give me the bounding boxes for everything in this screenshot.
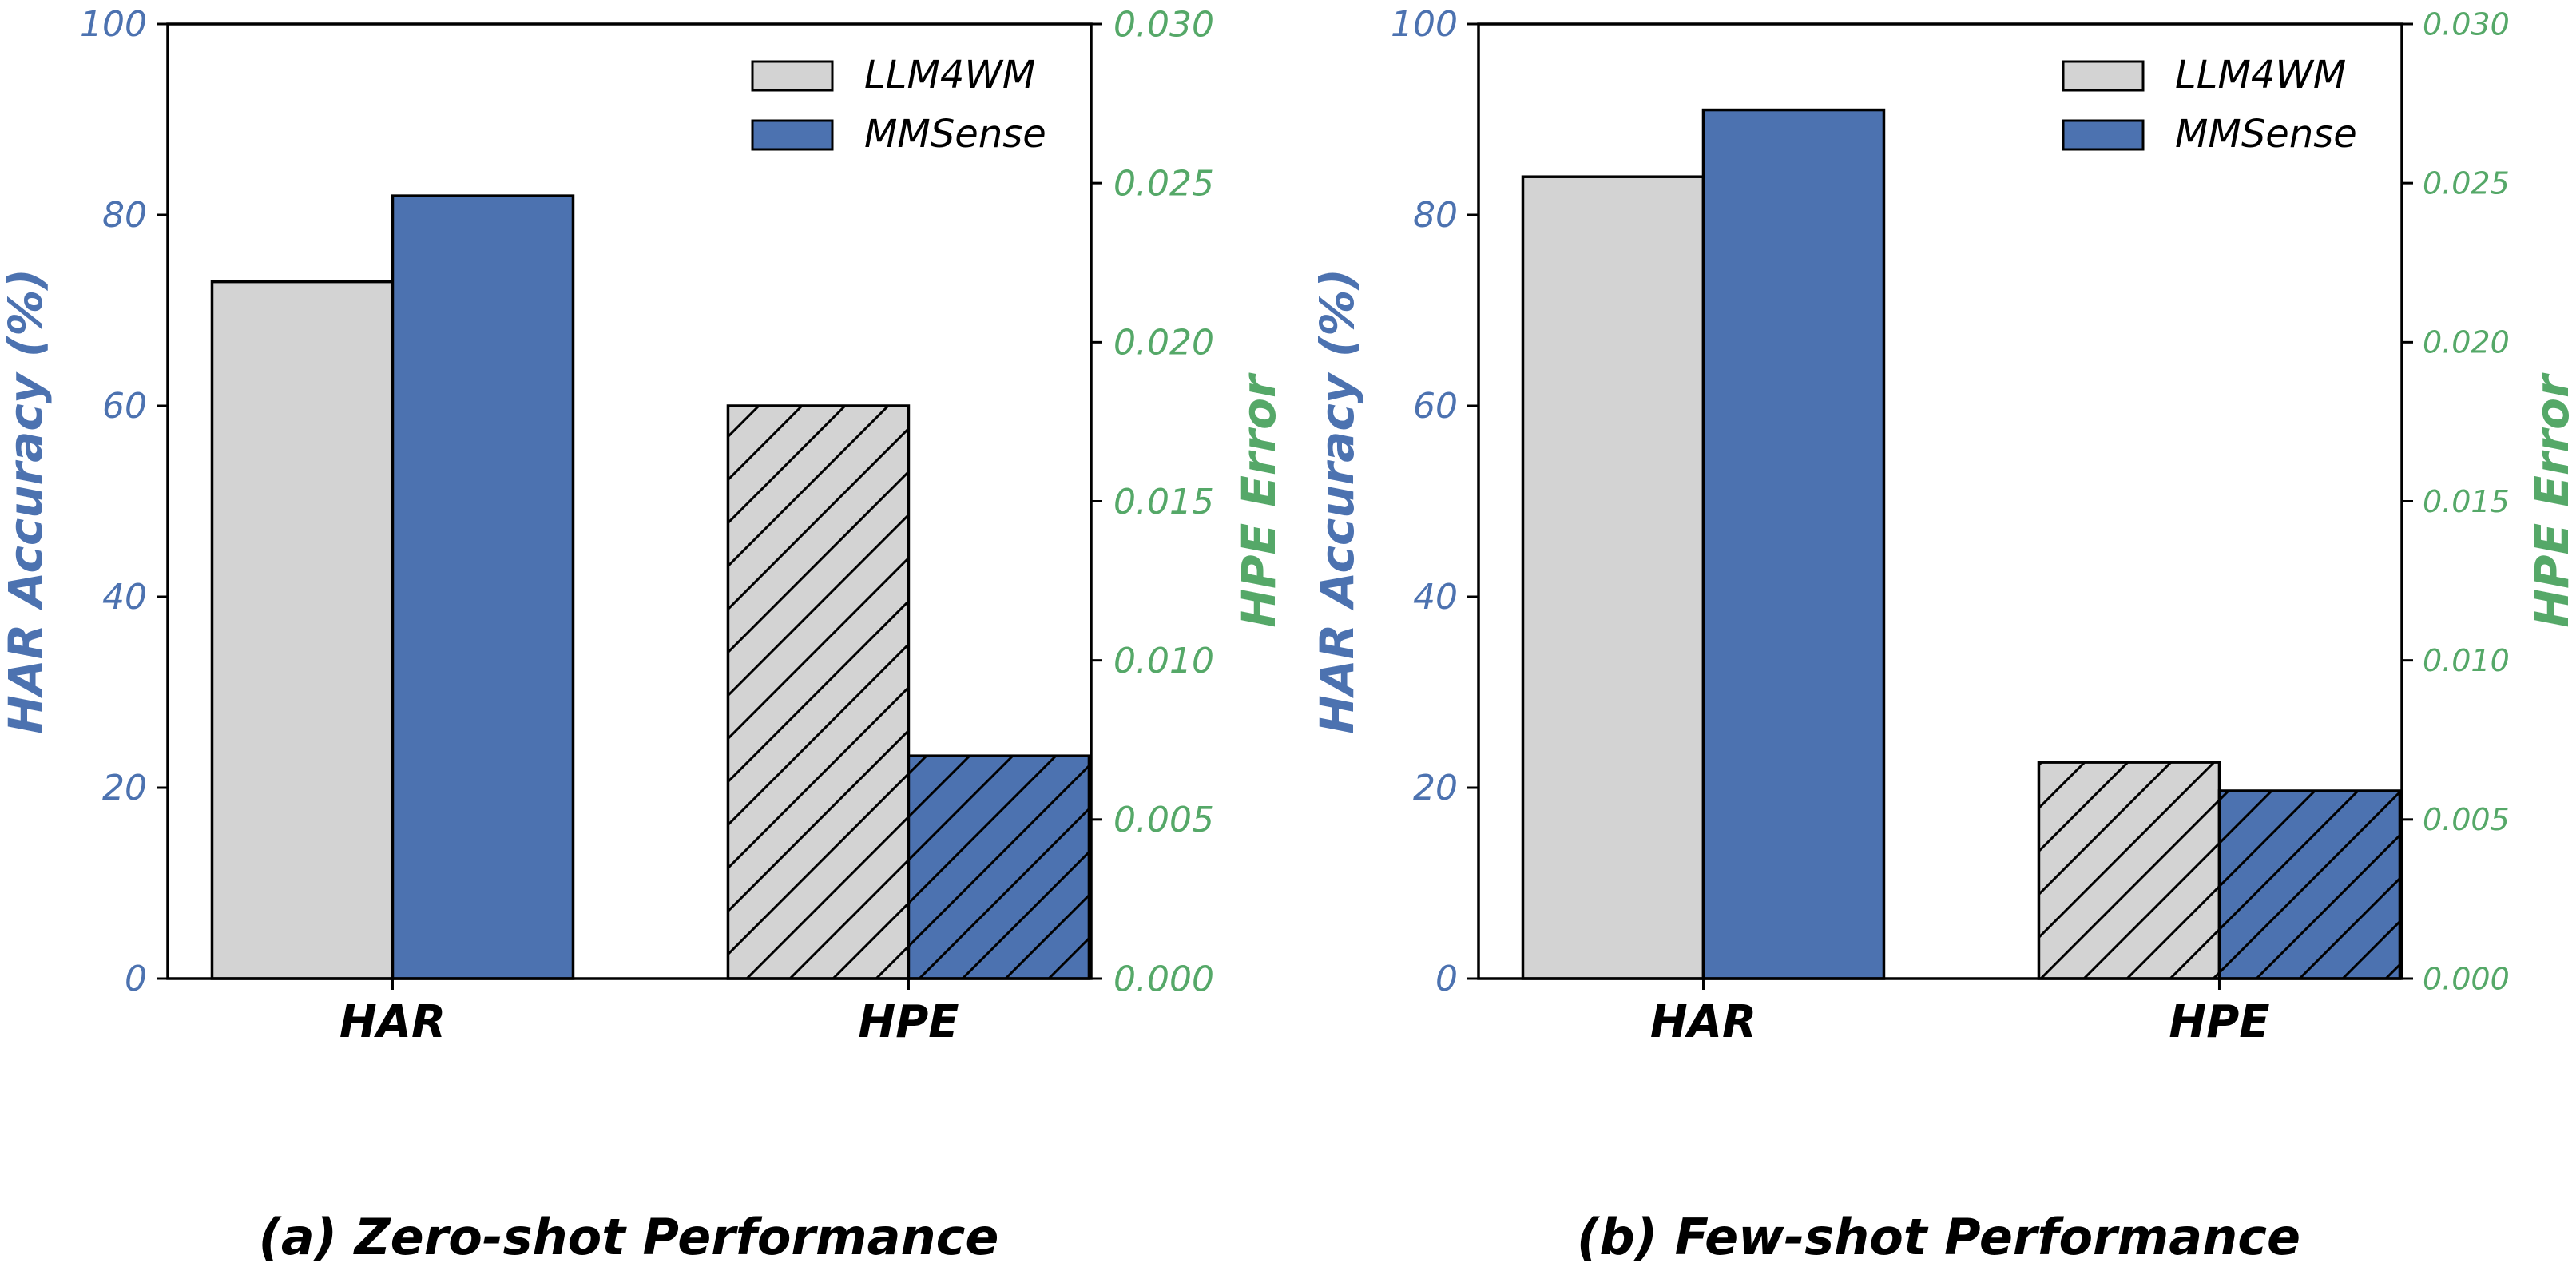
bar-har-llm4wm	[1521, 175, 1705, 980]
right-tick-label: 0.010	[1113, 641, 1214, 681]
left-tick-label: 40	[102, 577, 147, 618]
right-tick-label: 0.000	[1113, 959, 1214, 999]
left-tick-label: 60	[1413, 386, 1458, 427]
right-tick-label: 0.030	[1113, 4, 1214, 45]
x-tick-label-hpe: HPE	[2169, 996, 2269, 1048]
right-axis-title: HPE Error	[1232, 372, 1286, 628]
bar-har-llm4wm	[210, 280, 395, 980]
right-tick-label: 0.000	[2423, 961, 2510, 996]
left-tick-label: 80	[1413, 195, 1458, 236]
bar-hpe-mmsense	[2217, 789, 2402, 980]
bar-har-mmsense	[1701, 108, 1886, 980]
right-tick-label: 0.025	[1113, 164, 1214, 205]
left-axis-title: HAR Accuracy (%)	[1310, 268, 1364, 734]
bar-har-mmsense	[391, 194, 575, 980]
right-tick-label: 0.025	[2423, 165, 2510, 201]
right-tick-label: 0.020	[1113, 323, 1214, 363]
legend-swatch-llm4wm	[751, 60, 834, 92]
bar-hpe-mmsense	[907, 754, 1091, 980]
legend-swatch-mmsense	[2062, 119, 2145, 151]
left-tick-label: 0	[1435, 959, 1458, 999]
panel-caption: (a) Zero-shot Performance	[259, 1208, 999, 1266]
x-tick-label-har: HAR	[1650, 996, 1756, 1048]
legend-swatch-llm4wm	[2062, 60, 2145, 92]
left-tick-label: 20	[102, 768, 147, 808]
x-tick-label-hpe: HPE	[858, 996, 959, 1048]
left-tick-label: 0	[125, 959, 147, 999]
right-tick-label: 0.015	[1113, 482, 1214, 522]
panel-caption: (b) Few-shot Performance	[1577, 1208, 2300, 1266]
left-tick-label: 100	[80, 4, 147, 45]
right-tick-label: 0.015	[2423, 484, 2510, 519]
x-tick-label-har: HAR	[339, 996, 446, 1048]
right-tick-label: 0.020	[2423, 325, 2510, 360]
bar-hpe-llm4wm	[2037, 761, 2221, 980]
left-tick-label: 100	[1391, 4, 1458, 45]
left-axis-title: HAR Accuracy (%)	[0, 268, 53, 734]
left-tick-label: 60	[102, 386, 147, 427]
left-tick-label: 80	[102, 195, 147, 236]
bar-hpe-llm4wm	[726, 404, 911, 980]
left-tick-label: 40	[1413, 577, 1458, 618]
right-tick-label: 0.030	[2423, 6, 2510, 42]
panel-zero-shot: 0 20 40 60 80 100 0.000 0.005 0.010 0.015 0.020 0.0…	[0, 4, 1286, 1266]
right-tick-label: 0.005	[1113, 800, 1214, 840]
legend-label-llm4wm: LLM4WM	[2175, 53, 2346, 97]
right-axis-title: HPE Error	[2525, 372, 2576, 628]
legend-label-mmsense: MMSense	[2175, 112, 2357, 157]
legend-label-mmsense: MMSense	[864, 112, 1046, 157]
right-tick-label: 0.010	[2423, 643, 2510, 678]
panel-few-shot: 0 20 40 60 80 100 0.000 0.005 0.010 0.015 0.020 0.0…	[1310, 4, 2576, 1266]
left-tick-label: 20	[1413, 768, 1458, 808]
legend-swatch-mmsense	[751, 119, 834, 151]
right-tick-label: 0.005	[2423, 802, 2510, 837]
legend-label-llm4wm: LLM4WM	[864, 53, 1035, 97]
